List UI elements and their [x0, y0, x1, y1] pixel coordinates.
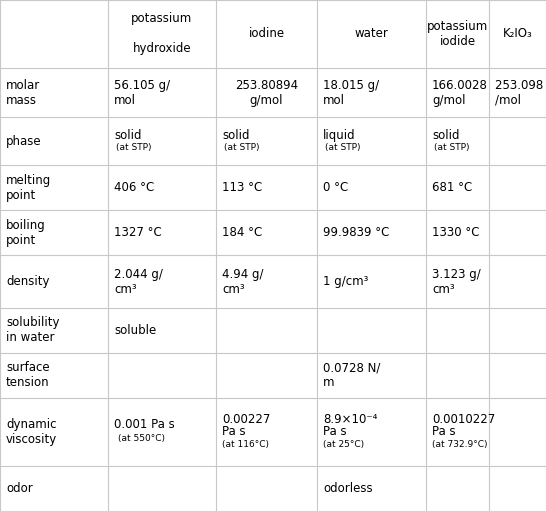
Text: 681 °C: 681 °C [432, 181, 472, 194]
Text: (at 25°C): (at 25°C) [323, 440, 364, 449]
Text: (at 732.9°C): (at 732.9°C) [432, 440, 488, 449]
Text: odor: odor [6, 482, 33, 495]
Text: 18.015 g/
mol: 18.015 g/ mol [323, 79, 379, 107]
Text: 0 °C: 0 °C [323, 181, 348, 194]
Text: boiling
point: boiling point [6, 219, 46, 247]
Text: (at STP): (at STP) [434, 143, 470, 152]
Text: 56.105 g/
mol: 56.105 g/ mol [114, 79, 170, 107]
Text: 0.001 Pa s: 0.001 Pa s [114, 419, 175, 431]
Text: density: density [6, 275, 50, 288]
Text: 1 g/cm³: 1 g/cm³ [323, 275, 369, 288]
Text: (at STP): (at STP) [325, 143, 360, 152]
Text: (at STP): (at STP) [224, 143, 259, 152]
Text: Pa s: Pa s [323, 426, 347, 438]
Text: 184 °C: 184 °C [222, 226, 262, 240]
Text: solid: solid [222, 129, 250, 142]
Text: 0.0728 N/
m: 0.0728 N/ m [323, 361, 381, 389]
Text: solid: solid [432, 129, 460, 142]
Text: 99.9839 °C: 99.9839 °C [323, 226, 389, 240]
Text: 0.0010227: 0.0010227 [432, 413, 495, 426]
Text: melting
point: melting point [6, 174, 51, 202]
Text: potassium

hydroxide: potassium hydroxide [132, 12, 193, 55]
Text: (at 550°C): (at 550°C) [118, 434, 165, 444]
Text: soluble: soluble [114, 324, 156, 337]
Text: 253.80894
g/mol: 253.80894 g/mol [235, 79, 298, 107]
Text: liquid: liquid [323, 129, 355, 142]
Text: K₂IO₃: K₂IO₃ [503, 28, 532, 40]
Text: 113 °C: 113 °C [222, 181, 262, 194]
Text: 2.044 g/
cm³: 2.044 g/ cm³ [114, 268, 163, 295]
Text: solid: solid [114, 129, 141, 142]
Text: dynamic
viscosity: dynamic viscosity [6, 418, 57, 446]
Text: 0.00227: 0.00227 [222, 413, 270, 426]
Text: 1330 °C: 1330 °C [432, 226, 479, 240]
Text: iodine: iodine [248, 28, 284, 40]
Text: 1327 °C: 1327 °C [114, 226, 162, 240]
Text: 406 °C: 406 °C [114, 181, 155, 194]
Text: potassium
iodide: potassium iodide [427, 20, 488, 48]
Text: surface
tension: surface tension [6, 361, 50, 389]
Text: water: water [354, 28, 388, 40]
Text: odorless: odorless [323, 482, 372, 495]
Text: (at 116°C): (at 116°C) [222, 440, 269, 449]
Text: Pa s: Pa s [432, 426, 455, 438]
Text: Pa s: Pa s [222, 426, 246, 438]
Text: 8.9×10⁻⁴: 8.9×10⁻⁴ [323, 413, 377, 426]
Text: 253.098 g
/mol: 253.098 g /mol [495, 79, 546, 107]
Text: 4.94 g/
cm³: 4.94 g/ cm³ [222, 268, 264, 295]
Text: solubility
in water: solubility in water [6, 316, 60, 344]
Text: molar
mass: molar mass [6, 79, 40, 107]
Text: 166.0028
g/mol: 166.0028 g/mol [432, 79, 488, 107]
Text: 3.123 g/
cm³: 3.123 g/ cm³ [432, 268, 480, 295]
Text: (at STP): (at STP) [116, 143, 151, 152]
Text: phase: phase [6, 135, 41, 148]
